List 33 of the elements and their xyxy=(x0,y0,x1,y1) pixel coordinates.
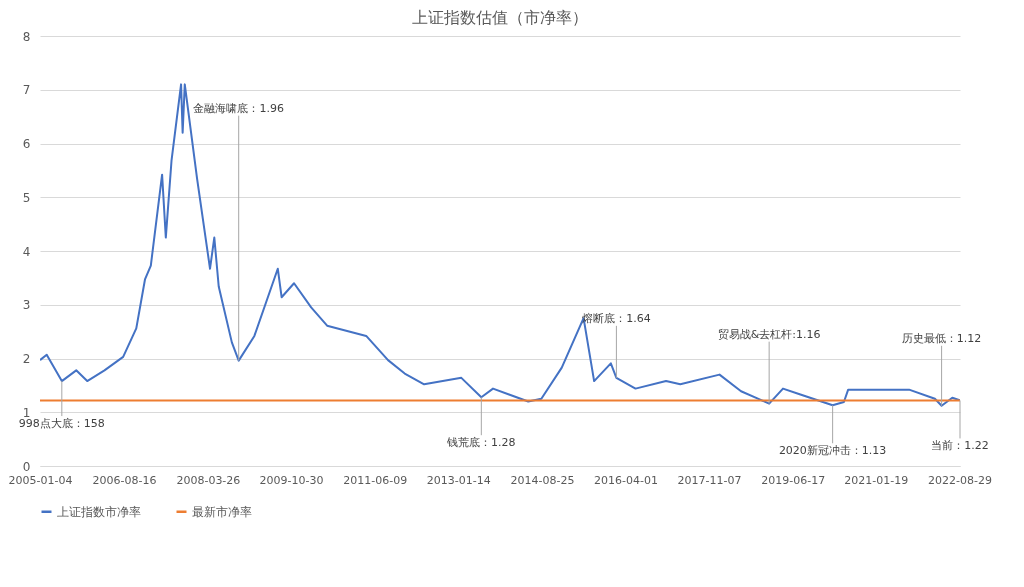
y-tick-label: 7 xyxy=(22,83,31,98)
x-tick-label: 2014-08-25 xyxy=(510,473,575,487)
annotation: 2020新冠冲击：1.13 xyxy=(778,444,887,458)
annotation: 当前：1.22 xyxy=(931,439,989,453)
annotation: 历史最低：1.12 xyxy=(901,331,982,345)
legend-label: 最新市净率 xyxy=(192,504,252,519)
legend-label: 上证指数市净率 xyxy=(57,504,141,519)
x-tick-label: 2009-10-30 xyxy=(259,473,324,487)
annotation: 熔断底：1.64 xyxy=(582,311,651,325)
x-tick-label: 2021-01-19 xyxy=(844,473,909,487)
x-tick-label: 2013-01-14 xyxy=(426,473,491,487)
y-tick-label: 1 xyxy=(22,405,31,420)
y-tick-label: 0 xyxy=(22,459,31,474)
annotation: 钱荒底：1.28 xyxy=(446,436,516,450)
y-tick-label: 2 xyxy=(22,352,31,366)
y-tick-label: 5 xyxy=(22,190,31,205)
y-tick-label: 4 xyxy=(22,244,31,259)
x-tick-label: 2005-01-04 xyxy=(8,473,73,487)
x-tick-label: 2019-06-17 xyxy=(761,473,826,487)
y-tick-label: 6 xyxy=(22,137,31,151)
x-tick-label: 2011-06-09 xyxy=(343,473,408,487)
annotation: 998点大底：158 xyxy=(18,417,105,431)
annotation: 贸易战&去杠杆:1.16 xyxy=(717,327,821,341)
x-tick-label: 2022-08-29 xyxy=(927,473,992,487)
y-tick-label: 3 xyxy=(22,298,31,313)
chart-title: 上证指数估值（市净率） xyxy=(412,8,588,27)
x-tick-label: 2017-11-07 xyxy=(677,473,742,487)
x-tick-label: 2006-08-16 xyxy=(92,473,157,487)
x-tick-label: 2016-04-01 xyxy=(594,473,658,487)
line-series xyxy=(40,83,960,407)
x-tick-label: 2008-03-26 xyxy=(176,473,241,487)
y-tick-label: 8 xyxy=(22,29,31,44)
annotation: 金融海啸底：1.96 xyxy=(193,101,284,115)
